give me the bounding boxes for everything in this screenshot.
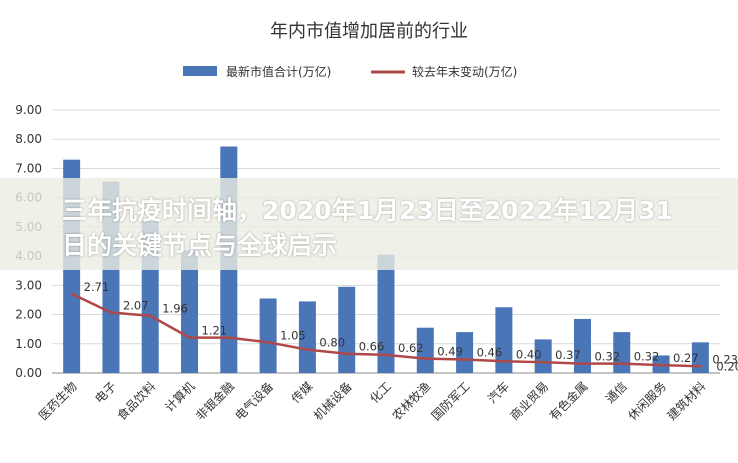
bar xyxy=(377,254,395,373)
legend-bar-swatch xyxy=(183,66,217,76)
x-tick-label: 有色金属 xyxy=(546,379,591,424)
line-data-label: 0.66 xyxy=(359,340,385,354)
y-tick-label: 8.00 xyxy=(15,132,42,146)
line-data-label: 1.96 xyxy=(162,302,188,316)
y-tick-label: 0.00 xyxy=(15,366,42,380)
overlay-headline: 三年抗疫时间轴，2020年1月23日至2022年12月31日的关键节点与全球启示 xyxy=(62,196,673,260)
legend-line-label: 较去年末变动(万亿) xyxy=(412,64,517,79)
y-tick-label: 2.00 xyxy=(15,308,42,322)
line-data-label: 0.32 xyxy=(634,350,660,364)
x-tick-label: 机械设备 xyxy=(310,379,355,424)
line-data-label: 0.27 xyxy=(673,351,699,365)
y-tick-label: 3.00 xyxy=(15,278,42,292)
line-data-label: 0.32 xyxy=(594,350,620,364)
line-data-labels: 2.71 2.07 1.96 1.21 1.05 0.80 0.66 0.62 0.49 0.46… xyxy=(84,280,738,366)
x-tick-label: 商业贸易 xyxy=(507,379,552,424)
x-tick-label: 医药生物 xyxy=(36,379,80,423)
x-tick-label: 传媒 xyxy=(288,379,316,407)
chart-title: 年内市值增加居前的行业 xyxy=(270,21,468,42)
y-tick-label: 1.00 xyxy=(15,337,42,351)
x-tick-label: 非银金融 xyxy=(192,379,237,424)
y-tick-label: 9.00 xyxy=(15,103,42,117)
bar xyxy=(534,339,552,373)
line-data-label: 0.37 xyxy=(555,348,581,362)
bar xyxy=(181,250,199,373)
x-tick-label: 计算机 xyxy=(162,379,198,415)
line-data-label: 0.62 xyxy=(398,341,424,355)
line-data-label: 2.71 xyxy=(84,280,110,294)
overlay-band xyxy=(0,178,738,270)
x-tick-label: 食品饮料 xyxy=(114,379,159,424)
x-tick-label: 汽车 xyxy=(484,379,512,407)
x-tick-label: 休闲服务 xyxy=(625,379,670,424)
bar xyxy=(338,286,356,373)
bar xyxy=(416,327,434,373)
bar xyxy=(259,298,277,373)
line-data-label: 0.49 xyxy=(437,345,463,359)
x-tick-label: 建筑材料 xyxy=(664,379,709,424)
line-data-label: 0.80 xyxy=(319,336,345,350)
bar xyxy=(573,318,591,373)
series-line xyxy=(70,292,702,368)
x-tick-label: 电子 xyxy=(92,379,119,406)
bar xyxy=(298,301,316,373)
line-data-label: 0.46 xyxy=(477,346,503,360)
x-tick-label: 农林牧渔 xyxy=(390,379,434,423)
x-tick-label: 通信 xyxy=(603,379,630,406)
line-series xyxy=(70,292,702,368)
annotations: 0.20 xyxy=(716,359,738,373)
y-tick-label: 7.00 xyxy=(15,161,42,175)
legend-bar-label: 最新市值合计(万亿) xyxy=(226,64,331,79)
x-tick-label: 电气设备 xyxy=(232,379,277,424)
x-tick-label: 化工 xyxy=(367,379,394,406)
line-data-label: 1.21 xyxy=(202,324,228,338)
line-data-label: 0.23 xyxy=(712,352,738,366)
legend: 最新市值合计(万亿) 较去年末变动(万亿) xyxy=(183,64,517,79)
bar xyxy=(495,307,513,373)
x-tick-label: 国防军工 xyxy=(428,379,473,424)
line-data-label: 1.05 xyxy=(280,328,306,342)
line-data-label: 2.07 xyxy=(123,299,149,313)
line-data-label: 0.40 xyxy=(516,347,542,361)
bar xyxy=(456,332,474,373)
annotation-label: 0.20 xyxy=(716,359,738,373)
